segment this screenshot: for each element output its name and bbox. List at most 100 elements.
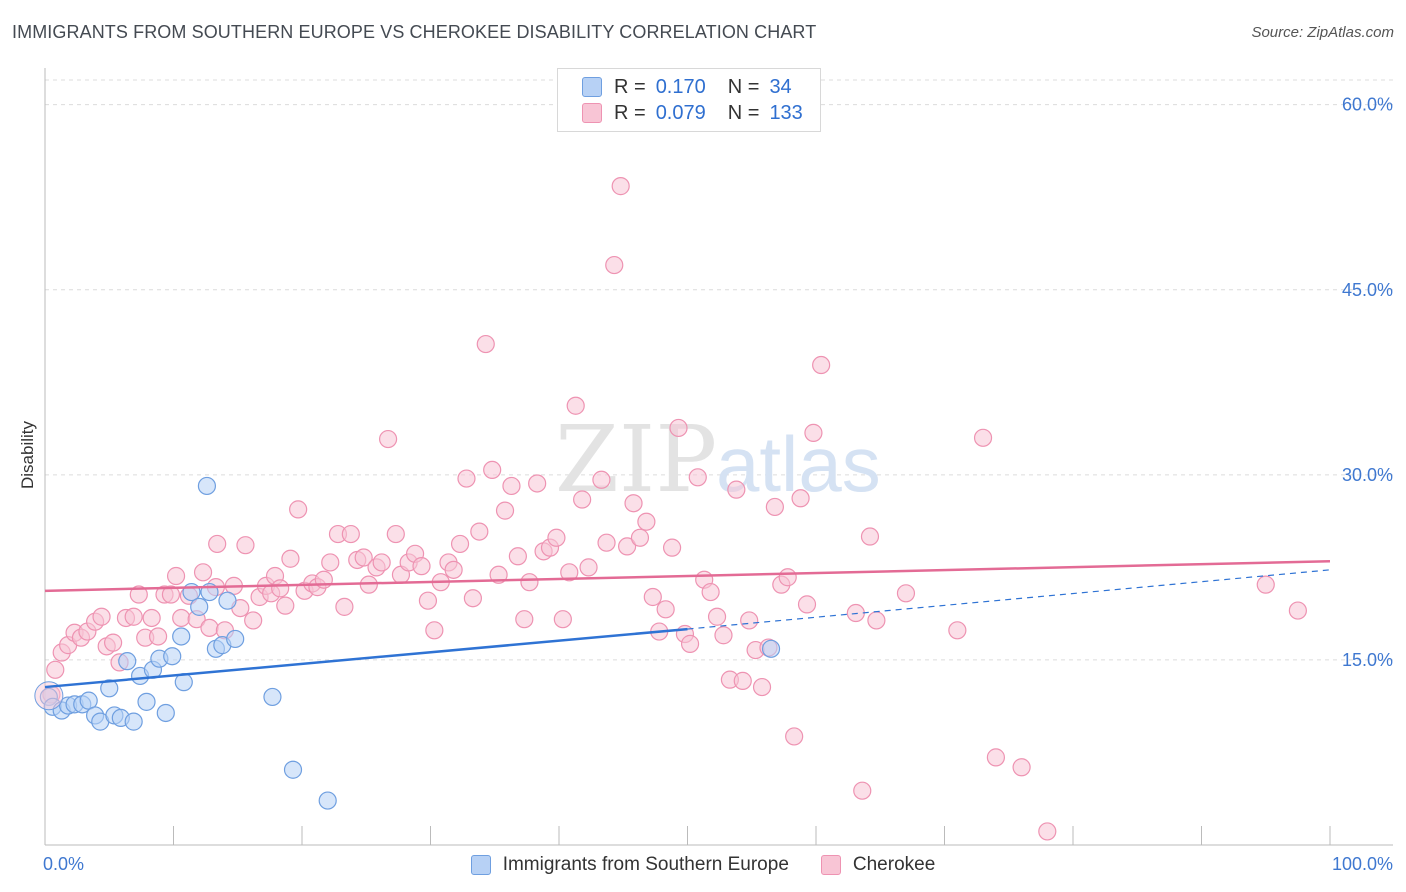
point-cherokee: [986, 748, 1006, 767]
point-cherokee: [605, 255, 624, 275]
point-cherokee: [476, 334, 495, 354]
trend-lines: [44, 559, 1331, 689]
point-cherokee: [896, 584, 916, 603]
point-cherokee: [520, 573, 539, 592]
point-cherokee: [637, 512, 656, 531]
legend-swatch-pink: [820, 855, 841, 875]
point-cherokee: [470, 522, 489, 541]
point-cherokee: [611, 177, 630, 196]
point-cherokee: [669, 418, 688, 438]
point-cherokee: [508, 547, 527, 566]
y-axis-label: Disability: [18, 420, 37, 490]
point-cherokee: [321, 553, 340, 572]
point-cherokee: [948, 621, 967, 640]
point-cherokee: [785, 727, 804, 746]
point-southern-europe: [172, 627, 191, 646]
point-cherokee: [289, 500, 308, 519]
point-cherokee: [727, 480, 746, 499]
legend-swatch-pink: [582, 103, 602, 123]
legend-swatch-blue: [470, 855, 491, 875]
point-cherokee: [528, 474, 547, 493]
gridlines: [45, 79, 1393, 661]
point-cherokee: [378, 429, 398, 449]
point-cherokee: [271, 579, 290, 598]
point-cherokee: [618, 537, 637, 556]
point-cherokee: [341, 524, 360, 544]
point-cherokee: [166, 566, 186, 586]
point-cluster: [34, 681, 64, 711]
point-cherokee: [566, 396, 585, 415]
point-cherokee: [124, 607, 143, 626]
point-cherokee: [200, 618, 219, 637]
watermark: ZIP atlas: [555, 406, 881, 513]
point-cherokee: [172, 608, 191, 628]
y-tick-label: 60.0%: [1342, 95, 1393, 115]
point-cherokee: [92, 607, 111, 626]
point-southern-europe: [190, 597, 209, 616]
point-cherokee: [208, 534, 227, 554]
point-southern-europe: [156, 703, 175, 723]
legend-label-cherokee: Cherokee: [852, 854, 936, 875]
point-cherokee: [973, 428, 993, 447]
legend-r-value: 0.170: [655, 75, 706, 98]
point-cherokee: [502, 476, 521, 496]
point-cherokee: [386, 524, 405, 544]
legend-row-blue: R = 0.170 N = 34: [582, 75, 792, 99]
point-southern-europe: [218, 591, 237, 610]
point-cherokee: [630, 528, 650, 547]
point-southern-europe: [163, 647, 182, 666]
point-cherokee: [597, 533, 616, 552]
point-cherokee: [791, 489, 810, 508]
point-cherokee: [553, 610, 572, 629]
point-cherokee: [457, 469, 476, 488]
point-cherokee: [335, 597, 354, 616]
point-cherokee: [752, 677, 772, 697]
y-tick-label: 45.0%: [1342, 280, 1393, 300]
point-cherokee: [412, 557, 431, 576]
point-cherokee: [193, 563, 213, 582]
point-cherokee: [547, 528, 566, 547]
point-cherokee: [463, 589, 483, 608]
point-cherokee: [161, 585, 181, 604]
point-cherokee: [853, 781, 872, 800]
point-cherokee: [624, 494, 643, 513]
legend-item-cherokee[interactable]: Cherokee: [820, 854, 936, 876]
point-cherokee: [688, 468, 707, 487]
point-cherokee: [643, 587, 662, 607]
point-cherokee: [281, 549, 300, 568]
point-cherokee: [579, 558, 598, 577]
point-southern-europe: [263, 687, 282, 707]
legend-swatch-blue: [582, 77, 602, 97]
legend-row-pink: R = 0.079 N = 133: [582, 101, 803, 125]
point-southern-europe: [226, 629, 245, 649]
correlation-legend: R = 0.170 N = 34 R = 0.079 N = 133: [557, 68, 821, 132]
point-cherokee: [450, 534, 470, 554]
point-cherokee: [765, 497, 784, 517]
legend-label-southern-europe: Immigrants from Southern Europe: [502, 854, 789, 875]
trend-line-southern-europe-projection: [687, 569, 1331, 630]
legend-item-southern-europe[interactable]: Immigrants from Southern Europe: [470, 854, 789, 876]
point-cherokee: [804, 423, 823, 442]
x-tick-label: 0.0%: [43, 854, 84, 874]
point-southern-europe: [318, 791, 337, 810]
legend-r-label: R =: [614, 101, 646, 124]
point-southern-europe: [283, 760, 303, 779]
point-cherokee: [656, 600, 675, 619]
point-southern-europe: [137, 692, 156, 711]
point-cherokee: [740, 611, 759, 630]
point-cherokee: [425, 621, 444, 640]
axes: [44, 68, 1393, 846]
point-cherokee: [104, 633, 123, 652]
point-cherokee: [680, 634, 700, 653]
y-tick-label: 15.0%: [1342, 650, 1393, 670]
point-cherokee: [778, 568, 797, 587]
point-cherokee: [244, 611, 263, 630]
point-cherokee: [662, 538, 682, 557]
legend-n-label: N =: [727, 101, 760, 124]
legend-n-value: 34: [769, 75, 792, 98]
point-cherokee: [592, 470, 611, 489]
point-cherokee: [1038, 822, 1057, 841]
point-cherokee: [515, 610, 534, 629]
point-cherokee: [483, 460, 502, 480]
